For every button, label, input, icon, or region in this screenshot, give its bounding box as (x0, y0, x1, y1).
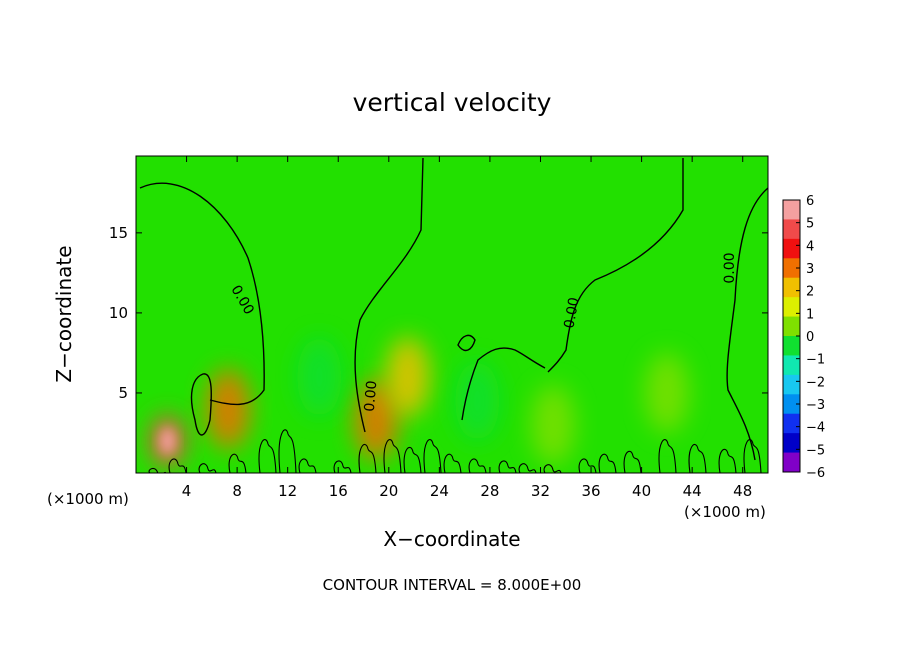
colorbar-tick-label-3: 3 (806, 262, 814, 277)
squiggle-14 (498, 460, 517, 473)
anomaly-3 (385, 336, 430, 417)
colorbar-swatch-5 (783, 297, 800, 318)
plot-frame (135, 155, 769, 474)
colorbar-tick-label-9: −3 (806, 398, 825, 413)
colorbar-tick-label-5: 1 (806, 307, 814, 322)
colorbar: 6 5 4 3 2 1 0 −1 −2 −3 −4 −5 −6 (782, 194, 825, 481)
x-unit-label-left: (×1000 m) (47, 490, 129, 508)
squiggle-9 (383, 439, 402, 473)
squiggle-19 (623, 450, 642, 473)
squiggle-6 (298, 458, 317, 473)
colorbar-tick-label-1: 5 (806, 217, 814, 232)
squiggle-20 (658, 439, 677, 473)
squiggle-5 (278, 429, 297, 473)
colorbar-tick-label-4: 2 (806, 285, 814, 300)
squiggle-17 (578, 458, 597, 473)
colorbar-tick-label-6: 0 (806, 330, 814, 345)
x-unit-label-right: (×1000 m) (684, 503, 766, 521)
contour-label-3: 0.00 (722, 252, 738, 283)
colorbar-swatch-8 (783, 355, 800, 376)
anomaly-5 (455, 360, 500, 441)
anomaly-4 (297, 336, 342, 417)
y-axis-label: Z−coordinate (52, 245, 76, 383)
squiggle-23 (743, 439, 762, 473)
colorbar-swatch-10 (783, 394, 800, 415)
x-tick-label-32: 32 (531, 482, 550, 500)
x-tick-label-16: 16 (329, 482, 348, 500)
colorbar-swatch-4 (783, 277, 800, 298)
x-tick-label-20: 20 (379, 482, 398, 500)
squiggle-8 (358, 444, 377, 473)
anomaly-2 (354, 380, 399, 461)
squiggle-0 (148, 467, 167, 473)
y-tick-label-10: 10 (109, 304, 128, 322)
squiggle-3 (228, 453, 247, 473)
colorbar-swatch-9 (783, 374, 800, 395)
colorbar-swatch-6 (783, 316, 800, 337)
x-tick-label-40: 40 (632, 482, 651, 500)
squiggle-13 (468, 458, 487, 473)
y-axis: 5 10 15 (109, 224, 768, 402)
colorbar-tick-label-11: −5 (806, 443, 825, 458)
colorbar-tick-label-10: −4 (806, 421, 825, 436)
squiggle-4 (258, 439, 277, 473)
x-axis-label: X−coordinate (383, 527, 521, 551)
squiggle-22 (718, 448, 737, 473)
squiggle-18 (598, 453, 617, 473)
x-tick-label-28: 28 (480, 482, 499, 500)
colorbar-swatch-3 (783, 258, 800, 279)
squiggle-2 (198, 463, 217, 473)
contour-label-1: 0.00 (362, 380, 381, 412)
colorbar-swatch-2 (783, 238, 800, 259)
x-tick-label-36: 36 (581, 482, 600, 500)
squiggle-11 (423, 439, 442, 473)
contour-line-upper-center (354, 157, 424, 433)
y-tick-label-5: 5 (118, 384, 128, 402)
colorbar-tick-label-8: −2 (806, 375, 825, 390)
colorbar-tick-label-0: 6 (806, 194, 814, 209)
anomaly-7 (644, 352, 689, 433)
x-tick-label-4: 4 (182, 482, 192, 500)
contour-line-lower-center (461, 347, 546, 421)
colorbar-tick-label-12: −6 (806, 466, 825, 481)
contour-line-closed-center (457, 334, 476, 352)
x-axis: 4 8 12 16 20 24 28 32 36 40 44 48 (182, 156, 752, 500)
chart-title: vertical velocity (352, 88, 552, 117)
colorbar-swatch-12 (783, 433, 800, 454)
squiggle-10 (403, 446, 422, 473)
x-tick-label-44: 44 (683, 482, 702, 500)
colorbar-tick-label-7: −1 (806, 353, 825, 368)
y-tick-label-15: 15 (109, 224, 128, 242)
colorbar-swatch-11 (783, 413, 800, 434)
colorbar-swatch-1 (783, 219, 800, 240)
x-tick-label-12: 12 (278, 482, 297, 500)
squiggle-1 (168, 458, 187, 473)
contour-line-right (726, 187, 768, 461)
squiggle-7 (333, 460, 352, 473)
colorbar-tick-label-2: 4 (806, 239, 814, 254)
anomaly-6 (531, 384, 576, 465)
colorbar-swatch-0 (783, 200, 800, 220)
zero-contour-lines (139, 157, 768, 461)
anomaly-1 (206, 368, 251, 449)
squiggle-15 (518, 463, 537, 473)
squiggle-21 (688, 444, 707, 473)
colorbar-swatch-13 (783, 452, 800, 473)
contour-label-2: 0.00 (561, 296, 582, 329)
contour-line-left (139, 182, 265, 406)
squiggle-16 (543, 464, 562, 473)
x-tick-label-48: 48 (733, 482, 752, 500)
x-tick-label-8: 8 (232, 482, 242, 500)
anomaly-0 (149, 414, 186, 467)
contour-line-left-blob (190, 373, 213, 436)
squiggle-12 (443, 453, 462, 473)
surface-contour-squiggles (148, 429, 762, 473)
colorbar-swatch-7 (783, 336, 800, 356)
contour-line-right-center (547, 158, 684, 373)
x-tick-label-24: 24 (430, 482, 449, 500)
contour-interval-note: CONTOUR INTERVAL = 8.000E+00 (322, 576, 582, 594)
heatmap-field: 0.000.000.000.00 (136, 156, 768, 473)
